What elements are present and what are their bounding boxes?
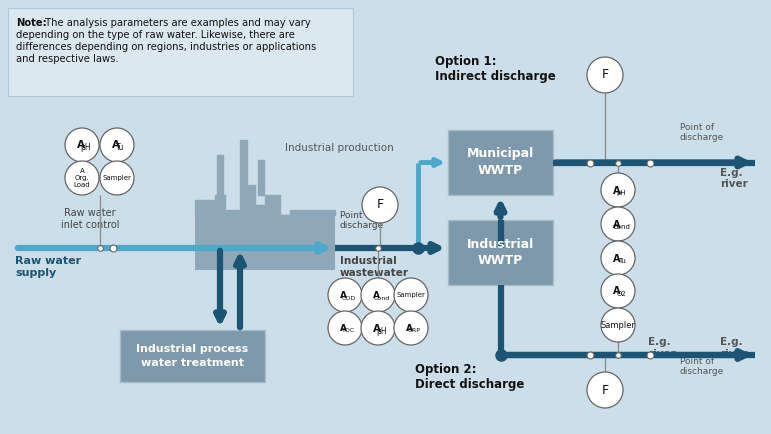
Text: Tu: Tu xyxy=(618,258,625,264)
Text: Option 2:
Direct discharge: Option 2: Direct discharge xyxy=(415,363,524,391)
Text: A: A xyxy=(372,323,381,333)
Circle shape xyxy=(601,207,635,241)
Text: Industrial process
water treatment: Industrial process water treatment xyxy=(136,345,248,368)
Text: A: A xyxy=(76,141,85,151)
Text: A: A xyxy=(340,291,347,300)
Text: Point of
discharge: Point of discharge xyxy=(680,357,724,376)
Text: Raw water
supply: Raw water supply xyxy=(15,256,81,278)
FancyBboxPatch shape xyxy=(195,215,335,270)
Text: Cond: Cond xyxy=(373,296,389,300)
FancyBboxPatch shape xyxy=(448,220,553,285)
Text: pH: pH xyxy=(617,190,626,196)
Text: Tu: Tu xyxy=(116,144,125,152)
Polygon shape xyxy=(217,155,223,195)
Circle shape xyxy=(100,161,134,195)
Text: COD: COD xyxy=(342,296,355,300)
Text: Point of
discharge: Point of discharge xyxy=(680,123,724,142)
Polygon shape xyxy=(258,160,264,195)
Text: differences depending on regions, industries or applications: differences depending on regions, indust… xyxy=(16,42,316,52)
Text: O2: O2 xyxy=(617,291,626,297)
Circle shape xyxy=(601,308,635,342)
Text: E.g.
river: E.g. river xyxy=(720,168,748,189)
Text: Cond: Cond xyxy=(613,224,631,230)
Circle shape xyxy=(361,278,395,312)
Text: Sampler: Sampler xyxy=(103,175,131,181)
Circle shape xyxy=(362,187,398,223)
Text: The analysis parameters are examples and may vary: The analysis parameters are examples and… xyxy=(42,18,311,28)
Circle shape xyxy=(587,57,623,93)
Text: A: A xyxy=(406,324,413,333)
Text: A: A xyxy=(613,253,620,263)
Circle shape xyxy=(100,128,134,162)
Text: TOC: TOC xyxy=(342,329,355,333)
Text: Raw water
inlet control: Raw water inlet control xyxy=(61,208,120,230)
FancyBboxPatch shape xyxy=(448,130,553,195)
Text: Industrial production: Industrial production xyxy=(285,143,394,153)
Text: Note:: Note: xyxy=(16,18,47,28)
Text: Municipal
WWTP: Municipal WWTP xyxy=(467,148,534,178)
Text: E.g.
river: E.g. river xyxy=(648,337,675,358)
Text: ORP: ORP xyxy=(408,329,421,333)
Text: F: F xyxy=(601,69,608,82)
Circle shape xyxy=(65,128,99,162)
Text: F: F xyxy=(601,384,608,397)
Text: Point of
discharge: Point of discharge xyxy=(340,210,384,230)
FancyBboxPatch shape xyxy=(8,8,353,96)
Circle shape xyxy=(361,311,395,345)
Circle shape xyxy=(328,311,362,345)
Text: Sampler: Sampler xyxy=(601,320,635,329)
Circle shape xyxy=(394,311,428,345)
Text: and respective laws.: and respective laws. xyxy=(16,54,119,64)
Text: Option 1:
Indirect discharge: Option 1: Indirect discharge xyxy=(435,55,556,83)
Text: A
Org.
Load: A Org. Load xyxy=(74,168,90,188)
Polygon shape xyxy=(195,185,335,215)
Text: A: A xyxy=(613,185,620,195)
Text: A: A xyxy=(613,286,620,296)
Circle shape xyxy=(328,278,362,312)
Text: Industrial
WWTP: Industrial WWTP xyxy=(467,237,534,267)
Text: pH: pH xyxy=(376,326,387,335)
Text: Sampler: Sampler xyxy=(396,292,426,298)
Circle shape xyxy=(601,173,635,207)
Text: A: A xyxy=(613,220,620,230)
Circle shape xyxy=(601,241,635,275)
Text: A: A xyxy=(340,324,347,333)
FancyBboxPatch shape xyxy=(120,330,265,382)
Text: pH: pH xyxy=(80,144,91,152)
Circle shape xyxy=(587,372,623,408)
Text: A: A xyxy=(373,291,380,300)
Circle shape xyxy=(394,278,428,312)
Text: F: F xyxy=(376,198,383,211)
Polygon shape xyxy=(240,140,247,185)
Text: A: A xyxy=(112,141,120,151)
Text: Industrial
wastewater: Industrial wastewater xyxy=(340,256,409,278)
Circle shape xyxy=(601,274,635,308)
Circle shape xyxy=(65,161,99,195)
Text: E.g.
river: E.g. river xyxy=(720,337,748,358)
Text: depending on the type of raw water. Likewise, there are: depending on the type of raw water. Like… xyxy=(16,30,295,40)
